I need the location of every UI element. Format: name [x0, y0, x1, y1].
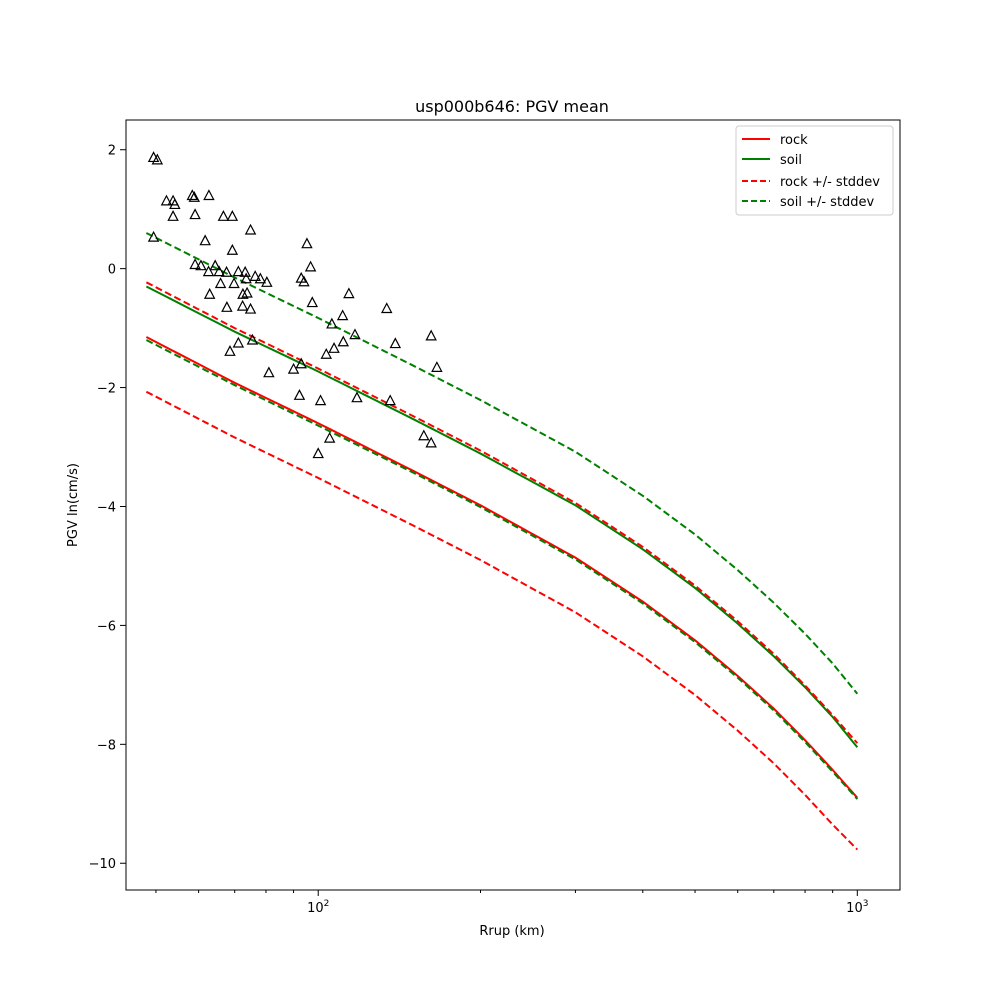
y-tick-label: 2 — [108, 144, 116, 159]
observation-point — [147, 230, 160, 242]
observation-point — [343, 287, 355, 299]
legend-label-soil-stddev: soil +/- stddev — [780, 195, 875, 210]
observation-point — [220, 265, 233, 277]
observation-point — [226, 243, 239, 255]
y-tick-label: −2 — [97, 382, 116, 397]
observation-point — [293, 389, 306, 400]
legend-label-rock: rock — [780, 133, 808, 148]
observation-point — [228, 277, 240, 289]
chart-title: usp000b646: PGV mean — [415, 97, 609, 116]
observation-point — [189, 208, 201, 220]
series-line-1 — [145, 285, 859, 748]
series-line-3 — [145, 390, 859, 851]
observation-point — [261, 276, 273, 287]
observation-point — [237, 287, 249, 299]
observation-point — [263, 366, 275, 378]
observation-point — [328, 342, 340, 353]
series-layer — [145, 232, 859, 851]
observation-point — [431, 361, 443, 372]
observation-point — [298, 275, 310, 287]
observation-point — [195, 259, 207, 271]
observation-point — [151, 153, 164, 165]
observation-point — [213, 265, 225, 277]
legend-label-rock-stddev: rock +/- stddev — [780, 175, 880, 190]
observation-point — [384, 394, 396, 406]
series-line-4 — [145, 232, 859, 695]
observation-point — [295, 357, 307, 369]
observation-point — [217, 210, 230, 221]
observation-point — [160, 194, 173, 206]
y-tick-label: 0 — [108, 263, 116, 278]
observation-point — [306, 296, 319, 308]
observation-point — [312, 447, 324, 459]
observation-point — [295, 271, 307, 283]
observation-point — [189, 258, 201, 270]
observations-layer — [147, 151, 443, 459]
observation-point — [244, 302, 257, 314]
legend: rock soil rock +/- stddev soil +/- stdde… — [735, 125, 894, 216]
observation-point — [304, 260, 317, 272]
observation-point — [389, 337, 402, 349]
observation-point — [351, 391, 363, 403]
observation-point — [203, 189, 215, 201]
legend-box — [735, 125, 894, 216]
series-line-2 — [145, 281, 859, 744]
series-line-5 — [145, 339, 859, 800]
observation-point — [169, 198, 181, 210]
observation-point — [203, 287, 216, 299]
x-tick-label: 103 — [846, 899, 868, 916]
observation-point — [418, 429, 430, 441]
observation-point — [287, 362, 300, 374]
observation-point — [314, 394, 327, 406]
observation-point — [236, 299, 249, 311]
observation-point — [254, 272, 267, 284]
series-line-0 — [145, 336, 859, 799]
y-axis-label: PGV ln(cm/s) — [66, 463, 81, 547]
observation-point — [214, 277, 227, 289]
y-tick-label: −4 — [97, 500, 116, 515]
x-axis: 102 103 — [155, 890, 868, 916]
observation-point — [167, 210, 179, 221]
observation-point — [380, 302, 393, 314]
x-tick-label: 102 — [307, 899, 329, 916]
observation-point — [336, 309, 349, 321]
plot-frame — [125, 119, 901, 891]
observation-point — [209, 259, 221, 271]
observation-point — [199, 234, 211, 246]
x-axis-label: Rrup (km) — [479, 924, 544, 939]
observation-point — [301, 237, 313, 249]
observation-point — [425, 329, 437, 341]
observation-point — [188, 191, 201, 202]
observation-point — [221, 301, 233, 312]
observation-point — [186, 189, 199, 201]
legend-label-soil: soil — [780, 153, 802, 168]
observation-point — [349, 328, 361, 340]
y-tick-label: −6 — [97, 619, 116, 634]
observation-point — [425, 436, 437, 448]
observation-point — [226, 210, 239, 221]
observation-point — [232, 336, 245, 348]
observation-point — [224, 345, 236, 356]
observation-point — [202, 265, 215, 277]
observation-point — [240, 272, 252, 284]
y-tick-label: −8 — [97, 738, 116, 753]
y-tick-label: −10 — [89, 857, 116, 872]
observation-point — [337, 335, 350, 347]
observation-point — [326, 317, 338, 329]
y-axis: 2 0 −2 −4 −6 −8 −10 — [89, 144, 126, 872]
observation-point — [232, 265, 245, 277]
observation-point — [320, 347, 333, 359]
observation-point — [323, 431, 336, 443]
observation-point — [249, 270, 261, 281]
observation-point — [246, 333, 259, 345]
observation-point — [244, 223, 257, 235]
